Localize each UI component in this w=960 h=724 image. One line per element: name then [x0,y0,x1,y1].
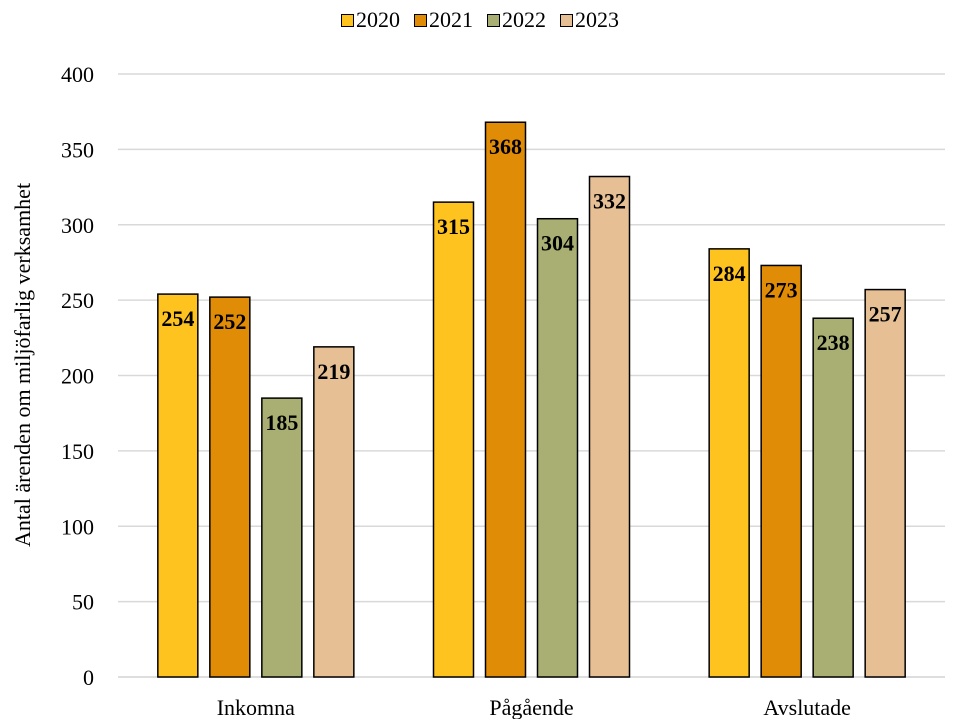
bar-2020-Inkomna [157,293,199,678]
data-label-2022-Avslutade: 238 [817,330,850,355]
legend-swatch-2020 [341,13,354,27]
legend-label-2020: 2020 [356,7,400,32]
legend-item-2021: 2021 [414,7,473,33]
data-label-2020-Pågående: 315 [437,214,470,239]
legend: 2020 2021 2022 2023 [0,7,960,33]
data-label-2021-Inkomna: 252 [213,309,246,334]
legend-swatch-2023 [560,13,573,27]
legend-label-2023: 2023 [575,7,619,32]
bar-2020-Pågående [432,201,475,678]
data-label-2023-Pågående: 332 [593,189,626,214]
data-labels: 254 252 185 219 315 368 304 332 284 273 238 257 [161,134,901,435]
bar-2023-Avslutade [864,288,906,678]
legend-label-2021: 2021 [429,7,473,32]
bar-2022-Pågående [536,217,579,678]
y-axis-ticks: 0 50 100 150 200 250 300 350 400 [61,62,94,690]
y-tick-label-350: 350 [61,137,94,162]
legend-item-2022: 2022 [487,7,546,33]
legend-item-2020: 2020 [341,7,400,33]
data-label-2022-Pågående: 304 [541,231,574,256]
bar-2022-Avslutade [812,317,854,678]
y-tick-label-250: 250 [61,288,94,313]
legend-label-2022: 2022 [502,7,546,32]
bar-2020-Avslutade [708,248,750,678]
bar-2021-Inkomna [209,296,251,678]
data-label-2021-Pågående: 368 [489,134,522,159]
bar-2023-Inkomna [313,346,355,678]
legend-swatch-2021 [414,13,427,27]
y-axis-label: Antal ärenden om miljöfarlig verksamhet [10,183,35,547]
bars [157,121,906,678]
bar-2021-Pågående [484,121,527,678]
y-tick-label-50: 50 [72,590,94,615]
y-tick-label-400: 400 [61,62,94,87]
data-label-2020-Avslutade: 284 [713,261,746,286]
y-tick-label-100: 100 [61,514,94,539]
data-label-2023-Avslutade: 257 [869,302,902,327]
bar-2022-Inkomna [261,397,303,678]
data-label-2021-Avslutade: 273 [765,277,798,302]
bar-2023-Pågående [588,175,631,678]
gridlines [118,73,945,678]
data-label-2022-Inkomna: 185 [265,410,298,435]
legend-swatch-2022 [487,13,500,27]
legend-item-2023: 2023 [560,7,619,33]
y-tick-label-0: 0 [83,665,94,690]
y-tick-label-300: 300 [61,213,94,238]
y-tick-label-150: 150 [61,439,94,464]
x-tick-label-Pågående: Pågående [489,695,573,719]
x-axis-ticks: Inkomna Pågående Avslutade [217,695,851,720]
x-tick-label-Avslutade: Avslutade [763,695,851,719]
bar-2021-Avslutade [760,264,802,678]
y-tick-label-200: 200 [61,364,94,389]
data-label-2023-Inkomna: 219 [317,359,350,384]
x-tick-label-Inkomna: Inkomna [217,695,295,719]
data-label-2020-Inkomna: 254 [161,306,194,331]
